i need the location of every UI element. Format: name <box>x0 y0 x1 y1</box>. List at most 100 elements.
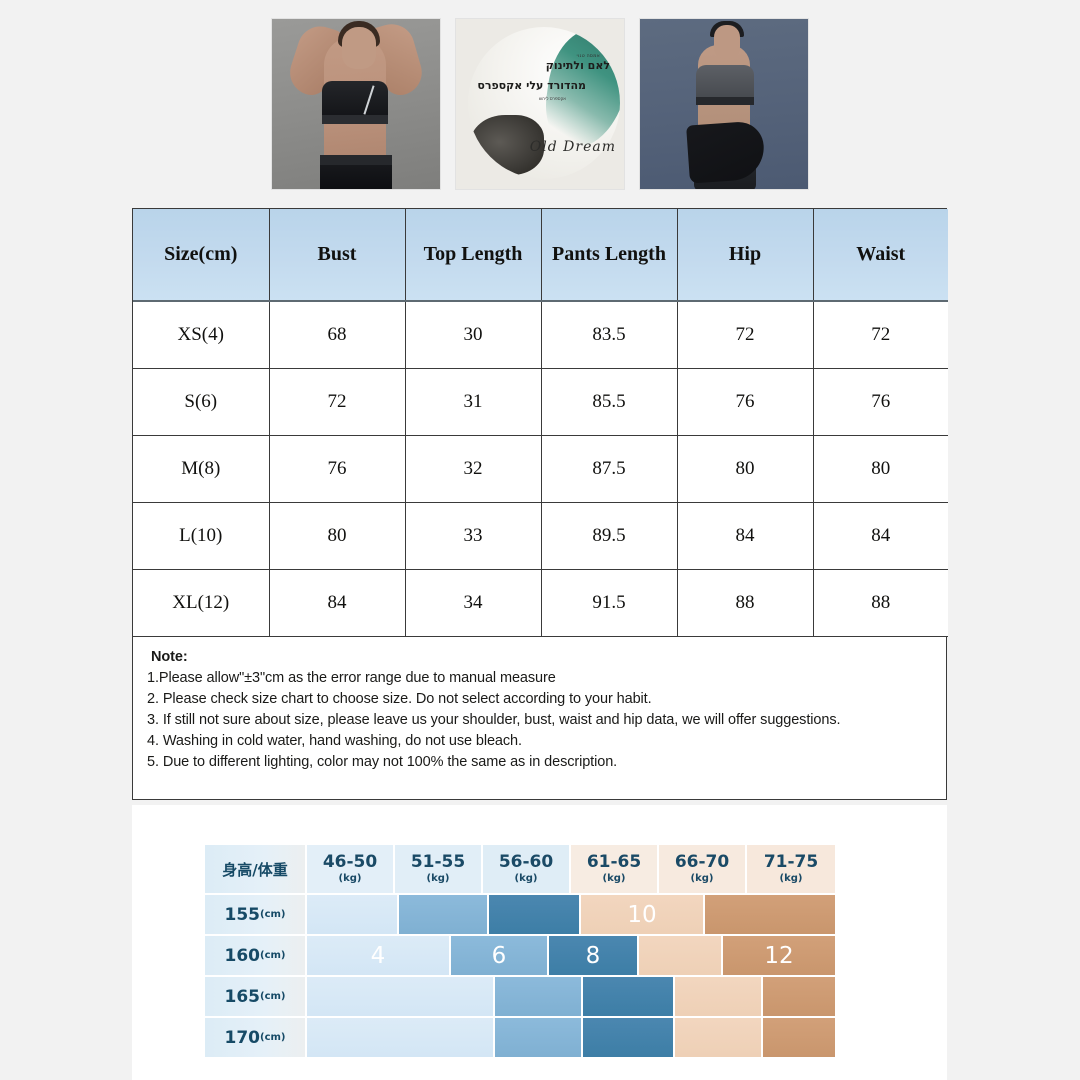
hw-header-row: 身高/体重 46-50 (kg) 51-55 (kg) 56-60 (kg) 6… <box>205 845 835 893</box>
table-row: L(10) 80 33 89.5 84 84 <box>133 502 948 570</box>
hw-weight-unit: (kg) <box>514 872 538 884</box>
hw-band-155-b <box>399 895 487 934</box>
hw-row-155: 155 (cm) 10 <box>205 895 835 934</box>
hw-weight-range: 46-50 <box>322 851 378 872</box>
hw-weight-unit: (kg) <box>779 872 803 884</box>
hw-height-unit: (cm) <box>260 909 286 920</box>
column-header-hip: Hip <box>677 209 814 302</box>
hebrew-headline-2: מהדורד עלי אקספרס <box>477 79 586 92</box>
cell-waist: 76 <box>813 368 948 436</box>
cell-pants-length: 83.5 <box>541 301 678 369</box>
column-header-waist: Waist <box>813 209 948 302</box>
hw-weight-header-56-60: 56-60 (kg) <box>483 845 569 893</box>
cell-pants-length: 85.5 <box>541 368 678 436</box>
hw-weight-header-66-70: 66-70 (kg) <box>659 845 745 893</box>
hw-height-value: 160 <box>224 945 261 966</box>
table-row: S(6) 72 31 85.5 76 76 <box>133 368 948 436</box>
decor-baby-photo <box>470 115 544 175</box>
cell-bust: 72 <box>269 368 406 436</box>
cell-pants-length: 91.5 <box>541 569 678 637</box>
cell-top-length: 34 <box>405 569 542 637</box>
hw-weight-unit: (kg) <box>602 872 626 884</box>
cell-pants-length: 87.5 <box>541 435 678 503</box>
decor-circle-graphic <box>468 27 620 179</box>
hebrew-headline-1: לאם ולתינוק <box>545 59 610 72</box>
note-line-3: 3. If still not sure about size, please … <box>147 711 841 728</box>
hw-band-155-c <box>489 895 579 934</box>
column-header-top-length: Top Length <box>405 209 542 302</box>
hw-band-160-e: 12 <box>723 936 835 975</box>
hw-height-label-170: 170 (cm) <box>205 1018 305 1057</box>
hw-weight-unit: (kg) <box>690 872 714 884</box>
hw-band-160-b: 6 <box>451 936 547 975</box>
hw-height-value: 165 <box>224 986 261 1007</box>
hw-band-160-a: 4 <box>307 936 449 975</box>
decor-waistband <box>320 155 392 165</box>
cell-top-length: 31 <box>405 368 542 436</box>
height-weight-panel: 身高/体重 46-50 (kg) 51-55 (kg) 56-60 (kg) 6… <box>132 805 947 1080</box>
hw-height-label-165: 165 (cm) <box>205 977 305 1016</box>
size-measurements-table: Size(cm) Bust Top Length Pants Length Hi… <box>133 209 948 637</box>
cell-bust: 76 <box>269 435 406 503</box>
table-row: M(8) 76 32 87.5 80 80 <box>133 435 948 503</box>
product-photo-1[interactable] <box>271 18 441 190</box>
hw-weight-header-46-50: 46-50 (kg) <box>307 845 393 893</box>
hw-height-label-155: 155 (cm) <box>205 895 305 934</box>
hw-corner-label: 身高/体重 <box>205 845 305 893</box>
cell-top-length: 30 <box>405 301 542 369</box>
cell-bust: 68 <box>269 301 406 369</box>
cell-bust: 84 <box>269 569 406 637</box>
hw-row-160: 160 (cm) 4 6 8 12 <box>205 936 835 975</box>
cell-waist: 80 <box>813 435 948 503</box>
product-photo-2[interactable]: אמסה טנוי לאם ולתינוק מהדורד עלי אקספרס … <box>455 18 625 190</box>
hw-weight-header-71-75: 71-75 (kg) <box>747 845 835 893</box>
cell-size: L(10) <box>133 502 270 570</box>
cell-hip: 84 <box>677 502 814 570</box>
cell-hip: 80 <box>677 435 814 503</box>
hw-band-170-e <box>763 1018 835 1057</box>
cell-waist: 72 <box>813 301 948 369</box>
product-photo-3[interactable] <box>639 18 809 190</box>
hw-height-unit: (cm) <box>260 950 286 961</box>
hw-weight-unit: (kg) <box>426 872 450 884</box>
hw-height-value: 170 <box>224 1027 261 1048</box>
note-line-2: 2. Please check size chart to choose siz… <box>147 690 652 707</box>
hw-weight-range: 51-55 <box>410 851 466 872</box>
column-header-bust: Bust <box>269 209 406 302</box>
cell-top-length: 32 <box>405 435 542 503</box>
hw-band-165-e <box>763 977 835 1016</box>
product-image-gallery: אמסה טנוי לאם ולתינוק מהדורד עלי אקספרס … <box>0 18 1080 190</box>
size-chart-panel: Size(cm) Bust Top Length Pants Length Hi… <box>132 208 948 801</box>
hw-weight-range: 66-70 <box>674 851 730 872</box>
cell-hip: 88 <box>677 569 814 637</box>
note-title: Note: <box>151 648 188 665</box>
hw-band-170-d <box>675 1018 761 1057</box>
column-header-pants-length: Pants Length <box>541 209 678 302</box>
hw-row-170: 170 (cm) <box>205 1018 835 1057</box>
decor-sports-bra <box>322 81 388 121</box>
note-section: Note: 1.Please allow"±3"cm as the error … <box>133 636 946 800</box>
height-weight-chart: 身高/体重 46-50 (kg) 51-55 (kg) 56-60 (kg) 6… <box>205 845 835 1059</box>
hw-band-165-c <box>583 977 673 1016</box>
hw-height-value: 155 <box>224 904 261 925</box>
signature-text: Old Dream <box>529 139 616 155</box>
hw-height-label-160: 160 (cm) <box>205 936 305 975</box>
cell-waist: 84 <box>813 502 948 570</box>
table-row: XL(12) 84 34 91.5 88 88 <box>133 569 948 637</box>
cell-hip: 76 <box>677 368 814 436</box>
hw-row-165: 165 (cm) <box>205 977 835 1016</box>
hw-band-160-d <box>639 936 721 975</box>
cell-size: S(6) <box>133 368 270 436</box>
cell-size: M(8) <box>133 435 270 503</box>
table-header-row: Size(cm) Bust Top Length Pants Length Hi… <box>133 209 948 302</box>
hw-band-155-e <box>705 895 835 934</box>
cell-waist: 88 <box>813 569 948 637</box>
cell-size: XL(12) <box>133 569 270 637</box>
hw-weight-header-51-55: 51-55 (kg) <box>395 845 481 893</box>
hw-band-155-d: 10 <box>581 895 703 934</box>
hw-band-165-d <box>675 977 761 1016</box>
hw-band-155-a <box>307 895 397 934</box>
decor-bra-band <box>322 115 388 124</box>
hw-weight-range: 61-65 <box>586 851 642 872</box>
note-line-5: 5. Due to different lighting, color may … <box>147 754 618 771</box>
